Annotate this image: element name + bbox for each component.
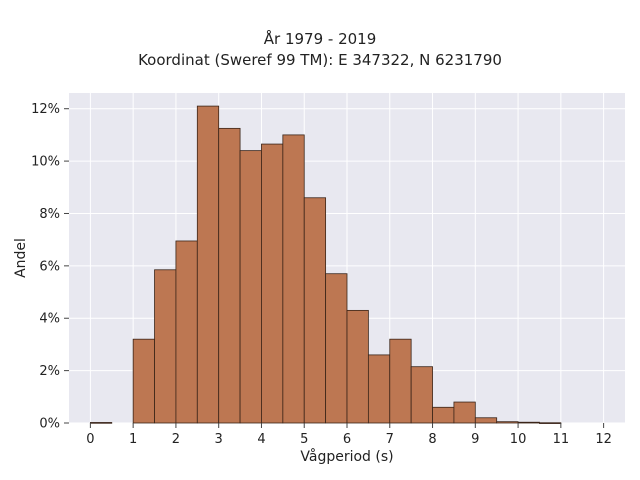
histogram-bar — [325, 273, 348, 424]
bars — [89, 105, 562, 424]
x-tick-label: 2 — [172, 432, 180, 447]
histogram-bar — [410, 366, 433, 424]
y-tick-label: 10% — [31, 155, 60, 170]
x-tick-label: 3 — [215, 432, 223, 447]
x-tick-label: 12 — [595, 432, 612, 447]
chart-subtitle: Koordinat (Sweref 99 TM): E 347322, N 62… — [138, 51, 502, 69]
histogram-bar — [539, 422, 562, 424]
x-tick-label: 7 — [386, 432, 394, 447]
x-axis-label: Vågperiod (s) — [300, 448, 393, 465]
histogram-bar — [196, 105, 220, 424]
x-axis-ticks: 0 1 2 3 4 5 6 7 8 9 10 11 12 — [86, 423, 612, 447]
histogram-bar — [367, 354, 391, 424]
x-tick-label: 10 — [510, 432, 527, 447]
y-tick-label: 8% — [39, 207, 60, 222]
histogram-bar — [218, 127, 241, 424]
histogram-bar — [154, 269, 177, 424]
histogram-bar — [432, 406, 455, 424]
histogram-bar — [346, 309, 369, 424]
histogram-bar — [496, 421, 519, 424]
x-tick-label: 6 — [343, 432, 351, 447]
y-tick-label: 4% — [39, 312, 60, 327]
y-tick-label: 6% — [39, 259, 60, 274]
histogram-bar — [261, 143, 284, 424]
histogram-bar — [132, 338, 155, 424]
y-tick-label: 0% — [39, 417, 60, 432]
chart-title: År 1979 - 2019 — [263, 30, 377, 48]
x-tick-label: 8 — [428, 432, 436, 447]
x-tick-label: 1 — [129, 432, 137, 447]
histogram-bar — [239, 150, 262, 424]
y-tick-label: 12% — [31, 102, 60, 117]
histogram-bar — [89, 422, 113, 424]
histogram-bar — [303, 197, 327, 424]
x-tick-label: 11 — [553, 432, 570, 447]
histogram-bar — [282, 134, 305, 424]
y-tick-label: 2% — [39, 364, 60, 379]
x-tick-label: 0 — [86, 432, 94, 447]
x-tick-label: 4 — [257, 432, 265, 447]
histogram-bar — [453, 401, 476, 424]
x-tick-label: 9 — [471, 432, 479, 447]
histogram-bar — [389, 338, 412, 424]
y-axis-ticks: 0% 2% 4% 6% 8% 10% 12% — [31, 102, 69, 432]
y-axis-label: Andel — [13, 238, 29, 278]
histogram-bar — [175, 240, 198, 424]
histogram-bar — [474, 417, 498, 424]
histogram-bar — [517, 421, 540, 424]
x-tick-label: 5 — [300, 432, 308, 447]
